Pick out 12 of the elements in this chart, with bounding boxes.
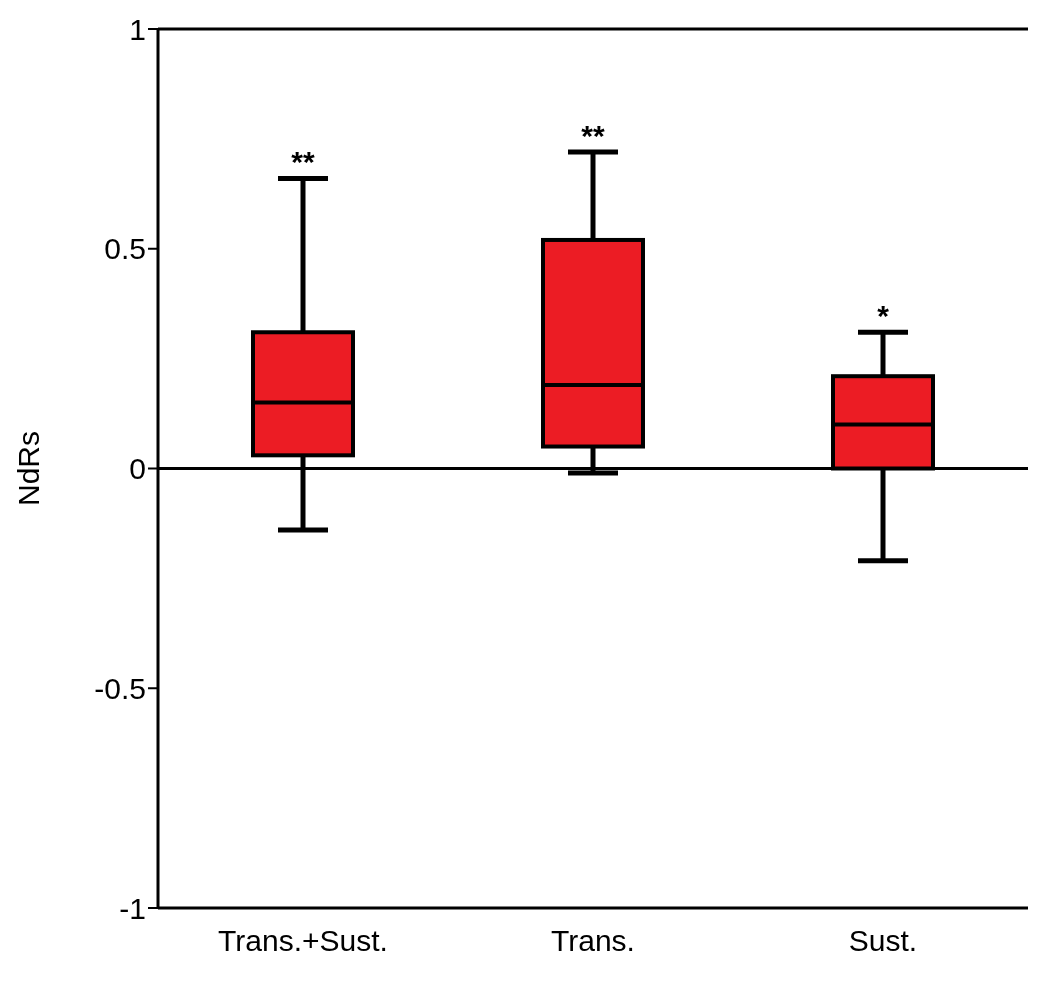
x-tick-label: Sust. bbox=[848, 924, 918, 958]
annotation: ** bbox=[581, 119, 605, 153]
y-tick-label: 0 bbox=[129, 452, 146, 486]
y-axis-title: NdRs bbox=[11, 430, 45, 507]
y-tick-label: -1 bbox=[119, 891, 146, 925]
x-tick-label: Trans.+Sust. bbox=[218, 924, 388, 958]
y-tick-label: 1 bbox=[129, 12, 146, 46]
y-tick-label: -0.5 bbox=[94, 671, 146, 705]
y-tick-label: 0.5 bbox=[104, 232, 146, 266]
annotation: ** bbox=[291, 145, 315, 179]
x-tick-label: Trans. bbox=[551, 924, 635, 958]
annotation: * bbox=[877, 299, 890, 333]
